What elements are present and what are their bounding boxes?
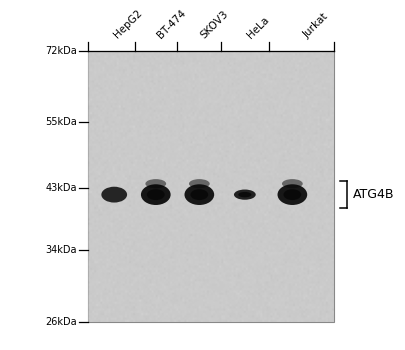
Text: 34kDa: 34kDa (45, 245, 77, 255)
Bar (88, 51, 334, 322)
Text: 43kDa: 43kDa (45, 183, 77, 193)
Text: SKOV3: SKOV3 (199, 8, 231, 40)
Text: Jurkat: Jurkat (301, 11, 330, 40)
Ellipse shape (189, 179, 210, 188)
Ellipse shape (185, 184, 214, 205)
Ellipse shape (238, 192, 252, 197)
Text: 26kDa: 26kDa (45, 316, 77, 327)
Ellipse shape (282, 179, 303, 188)
Ellipse shape (145, 179, 166, 188)
Text: HepG2: HepG2 (112, 8, 144, 40)
Ellipse shape (141, 184, 171, 205)
Ellipse shape (101, 187, 127, 203)
Ellipse shape (147, 189, 165, 200)
Text: 72kDa: 72kDa (45, 46, 77, 56)
Ellipse shape (277, 184, 307, 205)
Text: ATG4B: ATG4B (353, 188, 394, 201)
Ellipse shape (190, 189, 208, 200)
Ellipse shape (284, 189, 301, 200)
Text: HeLa: HeLa (245, 14, 271, 40)
Text: 55kDa: 55kDa (45, 117, 77, 127)
Text: BT-474: BT-474 (156, 7, 188, 40)
Ellipse shape (234, 189, 256, 200)
